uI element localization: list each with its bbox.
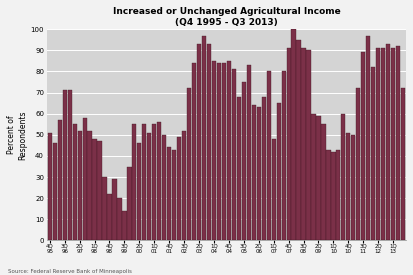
Bar [107, 194, 112, 240]
Bar [97, 141, 102, 240]
Bar [68, 90, 72, 240]
Bar [361, 53, 366, 240]
Bar [376, 48, 380, 240]
Bar [341, 114, 346, 240]
Bar [73, 124, 77, 240]
Bar [237, 97, 241, 240]
Bar [261, 97, 266, 240]
Bar [316, 116, 320, 240]
Bar [217, 63, 221, 240]
Bar [202, 35, 206, 240]
Title: Increased or Unchanged Agricultural Income
(Q4 1995 - Q3 2013): Increased or Unchanged Agricultural Inco… [113, 7, 340, 27]
Bar [256, 107, 261, 240]
Bar [277, 103, 281, 240]
Bar [356, 88, 361, 240]
Bar [157, 122, 161, 240]
Bar [272, 139, 276, 240]
Bar [311, 114, 316, 240]
Bar [222, 63, 226, 240]
Bar [282, 72, 286, 240]
Bar [247, 65, 251, 240]
Bar [182, 131, 186, 240]
Bar [232, 69, 236, 240]
Bar [366, 35, 370, 240]
Bar [122, 211, 126, 240]
Bar [47, 133, 52, 240]
Bar [381, 48, 385, 240]
Bar [83, 118, 87, 240]
Bar [371, 67, 375, 240]
Bar [172, 150, 176, 240]
Bar [177, 137, 181, 240]
Bar [267, 72, 271, 240]
Bar [396, 46, 400, 240]
Bar [52, 143, 57, 240]
Bar [227, 61, 231, 240]
Bar [292, 29, 296, 240]
Bar [197, 44, 201, 240]
Bar [287, 48, 291, 240]
Bar [336, 150, 340, 240]
Bar [162, 135, 166, 240]
Bar [63, 90, 67, 240]
Bar [326, 150, 330, 240]
Bar [78, 131, 82, 240]
Bar [152, 124, 157, 240]
Bar [93, 139, 97, 240]
Bar [386, 44, 390, 240]
Bar [102, 177, 107, 240]
Bar [137, 143, 142, 240]
Y-axis label: Percent of
Respondents: Percent of Respondents [7, 110, 28, 160]
Bar [301, 48, 306, 240]
Bar [331, 152, 335, 240]
Bar [112, 179, 116, 240]
Bar [252, 105, 256, 240]
Bar [351, 135, 356, 240]
Bar [391, 48, 395, 240]
Bar [187, 88, 191, 240]
Bar [306, 50, 311, 240]
Bar [401, 88, 405, 240]
Bar [346, 133, 351, 240]
Bar [321, 124, 325, 240]
Bar [88, 131, 92, 240]
Bar [142, 124, 147, 240]
Bar [167, 147, 171, 240]
Bar [147, 133, 152, 240]
Bar [192, 63, 196, 240]
Bar [117, 198, 121, 240]
Bar [58, 120, 62, 240]
Bar [242, 82, 246, 240]
Bar [127, 166, 131, 240]
Bar [297, 40, 301, 240]
Bar [132, 124, 136, 240]
Text: Source: Federal Reserve Bank of Minneapolis: Source: Federal Reserve Bank of Minneapo… [8, 269, 132, 274]
Bar [207, 44, 211, 240]
Bar [212, 61, 216, 240]
